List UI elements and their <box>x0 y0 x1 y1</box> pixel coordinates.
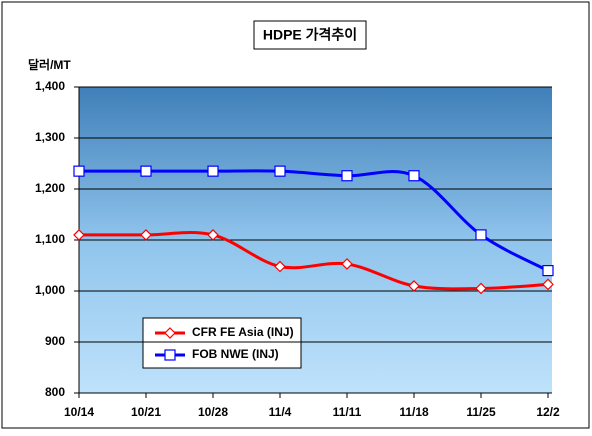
data-point <box>542 278 554 291</box>
chart-title: HDPE 가격추이 <box>263 27 357 43</box>
data-point <box>408 170 420 182</box>
data-point <box>207 165 219 177</box>
data-point <box>207 229 219 241</box>
legend-marker <box>164 349 176 361</box>
data-point <box>140 165 152 177</box>
x-tick-label: 10/21 <box>131 405 161 419</box>
data-point <box>341 258 353 270</box>
y-tick-label: 1,000 <box>35 283 65 297</box>
data-point <box>408 280 420 292</box>
y-tick-label: 1,100 <box>35 232 65 246</box>
legend-label: FOB NWE (INJ) <box>192 347 279 361</box>
y-tick-label: 900 <box>45 334 65 348</box>
data-point <box>475 229 487 241</box>
series-line <box>79 231 549 291</box>
x-tick-label: 11/11 <box>333 405 362 419</box>
data-point <box>140 229 152 241</box>
data-point <box>475 282 487 295</box>
y-tick-label: 1,400 <box>35 79 65 93</box>
legend-label: CFR FE Asia (INJ) <box>192 325 294 339</box>
x-tick-label: 12/2 <box>536 405 560 419</box>
x-tick-label: 11/18 <box>399 405 429 419</box>
x-tick-label: 11/4 <box>269 405 292 419</box>
y-tick-label: 800 <box>45 385 65 399</box>
data-point <box>542 265 554 277</box>
data-point <box>341 170 353 182</box>
y-tick-label: 1,300 <box>35 130 65 144</box>
x-tick-label: 11/25 <box>466 405 496 419</box>
data-point <box>274 165 286 177</box>
x-tick-label: 10/14 <box>64 405 94 419</box>
y-tick-label: 1,200 <box>35 181 65 195</box>
data-point <box>73 229 85 241</box>
data-point <box>274 260 286 273</box>
data-point <box>73 165 85 177</box>
legend-marker <box>164 327 176 339</box>
y-axis-label: 달러/MT <box>28 57 71 72</box>
series-line <box>79 169 549 272</box>
title-box <box>253 20 367 50</box>
x-tick-label: 10/28 <box>198 405 228 419</box>
